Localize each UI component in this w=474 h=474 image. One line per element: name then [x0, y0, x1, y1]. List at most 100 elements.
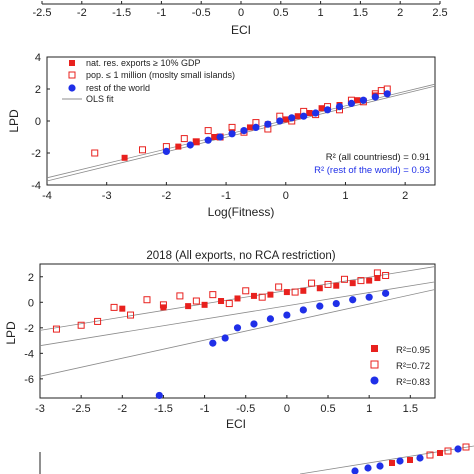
- legend-marker-open-square: [370, 360, 379, 369]
- data-point: [52, 325, 60, 333]
- tick-label: -2: [77, 7, 87, 19]
- y-tick-label: 4: [35, 52, 41, 64]
- data-point: [374, 275, 381, 282]
- data-point: [233, 324, 242, 332]
- data-point: [288, 114, 296, 122]
- y-tick-label: 2: [28, 272, 34, 284]
- data-point: [234, 295, 241, 302]
- x-tick-label: 0.5: [320, 403, 335, 415]
- data-point: [291, 288, 299, 296]
- data-point: [332, 299, 340, 308]
- data-point: [283, 311, 291, 319]
- y-tick-label: -4: [31, 180, 41, 192]
- legend-marker-filled-square: [69, 60, 75, 66]
- data-point: [250, 320, 258, 328]
- tick-label: -2.5: [33, 7, 52, 19]
- x-tick-label: -0.5: [236, 403, 255, 415]
- y-tick-label: -4: [24, 348, 34, 360]
- ols-fit-line: [39, 281, 436, 347]
- x-tick-label: -3: [102, 190, 112, 202]
- data-point: [186, 141, 194, 149]
- data-point: [204, 136, 212, 144]
- panel-b-title: 2018 (All exports, no RCA restriction): [146, 250, 335, 262]
- tick-label: 2.5: [432, 7, 447, 19]
- panel-a-ticks: -4 -3 -2 -1 0 1 2 4 2 0 -2 -4: [31, 52, 408, 202]
- ols-fit-line: [39, 289, 436, 377]
- tick-label: -0.5: [192, 7, 211, 19]
- data-point: [382, 271, 390, 279]
- data-point: [209, 291, 217, 299]
- data-point: [209, 339, 217, 347]
- data-point: [318, 105, 325, 112]
- data-point: [250, 292, 257, 299]
- bottom-cropped-panel: [39, 443, 474, 474]
- data-point: [176, 292, 184, 300]
- data-point: [193, 138, 200, 145]
- data-point: [159, 301, 167, 309]
- data-point: [143, 296, 151, 304]
- data-point: [276, 117, 284, 125]
- data-point: [340, 275, 348, 283]
- data-point: [246, 124, 253, 131]
- tick-label: 1: [318, 7, 324, 19]
- data-point: [437, 450, 443, 456]
- data-point: [225, 300, 233, 308]
- data-point: [324, 280, 332, 288]
- data-point: [192, 138, 200, 146]
- bottom-panel-points: [351, 443, 470, 474]
- data-point: [462, 443, 470, 451]
- data-point: [216, 133, 224, 141]
- data-point: [426, 451, 434, 459]
- data-point: [357, 277, 365, 285]
- data-point: [218, 298, 225, 305]
- data-point: [175, 143, 182, 150]
- panel-a-r2-all: R² (all countriesd) = 0.91: [326, 152, 430, 163]
- data-point: [382, 289, 390, 297]
- data-point: [347, 99, 356, 107]
- legend-marker-filled-square: [371, 345, 378, 352]
- data-point: [119, 305, 126, 312]
- data-point: [300, 287, 307, 294]
- legend-label: nat. res. exports ≥ 10% GDP: [86, 58, 201, 68]
- data-point: [252, 123, 260, 131]
- x-tick-label: -1: [200, 403, 210, 415]
- data-point: [228, 130, 236, 138]
- x-tick-label: 2: [402, 190, 408, 202]
- legend-marker-filled-circle: [68, 84, 76, 92]
- data-point: [94, 317, 102, 325]
- data-point: [192, 297, 200, 305]
- data-point: [407, 457, 413, 463]
- legend-label: R²=0.83: [396, 377, 430, 388]
- data-point: [371, 93, 379, 101]
- data-point: [383, 90, 391, 98]
- data-point: [454, 445, 462, 453]
- y-tick-label: -2: [24, 323, 34, 335]
- data-point: [266, 315, 275, 323]
- data-point: [77, 321, 85, 329]
- x-tick-label: -2: [117, 403, 127, 415]
- data-point: [316, 285, 323, 292]
- data-point: [323, 106, 332, 114]
- legend-label: rest of the world: [86, 83, 150, 93]
- data-point: [306, 110, 313, 116]
- data-point: [283, 289, 290, 296]
- data-point: [416, 454, 424, 462]
- data-point: [396, 457, 404, 465]
- panel-b-legend: R²=0.95 R²=0.72 R²=0.83: [370, 345, 430, 388]
- data-point: [312, 109, 320, 117]
- data-point: [162, 147, 170, 155]
- top-strip: -2.5 -2 -1.5 -1 -0.5 0 0.5 1 1.5 2 2.5 ECI: [33, 1, 448, 37]
- tick-label: 1.5: [353, 7, 368, 19]
- data-point: [264, 120, 272, 128]
- data-point: [299, 306, 307, 314]
- panel-a-ylabel: LPD: [7, 109, 21, 133]
- top-strip-xlabel: ECI: [231, 23, 251, 37]
- panel-a-r2-rest: R² (rest of the world) = 0.93: [314, 165, 430, 176]
- x-tick-label: -3: [35, 403, 45, 415]
- legend-marker-filled-circle: [370, 376, 379, 385]
- tick-label: 0: [238, 7, 244, 19]
- x-tick-label: -2: [161, 190, 171, 202]
- legend-label: R²=0.95: [396, 345, 430, 356]
- data-point: [351, 467, 359, 474]
- panel-b: 2018 (All exports, no RCA restriction) -…: [4, 250, 436, 431]
